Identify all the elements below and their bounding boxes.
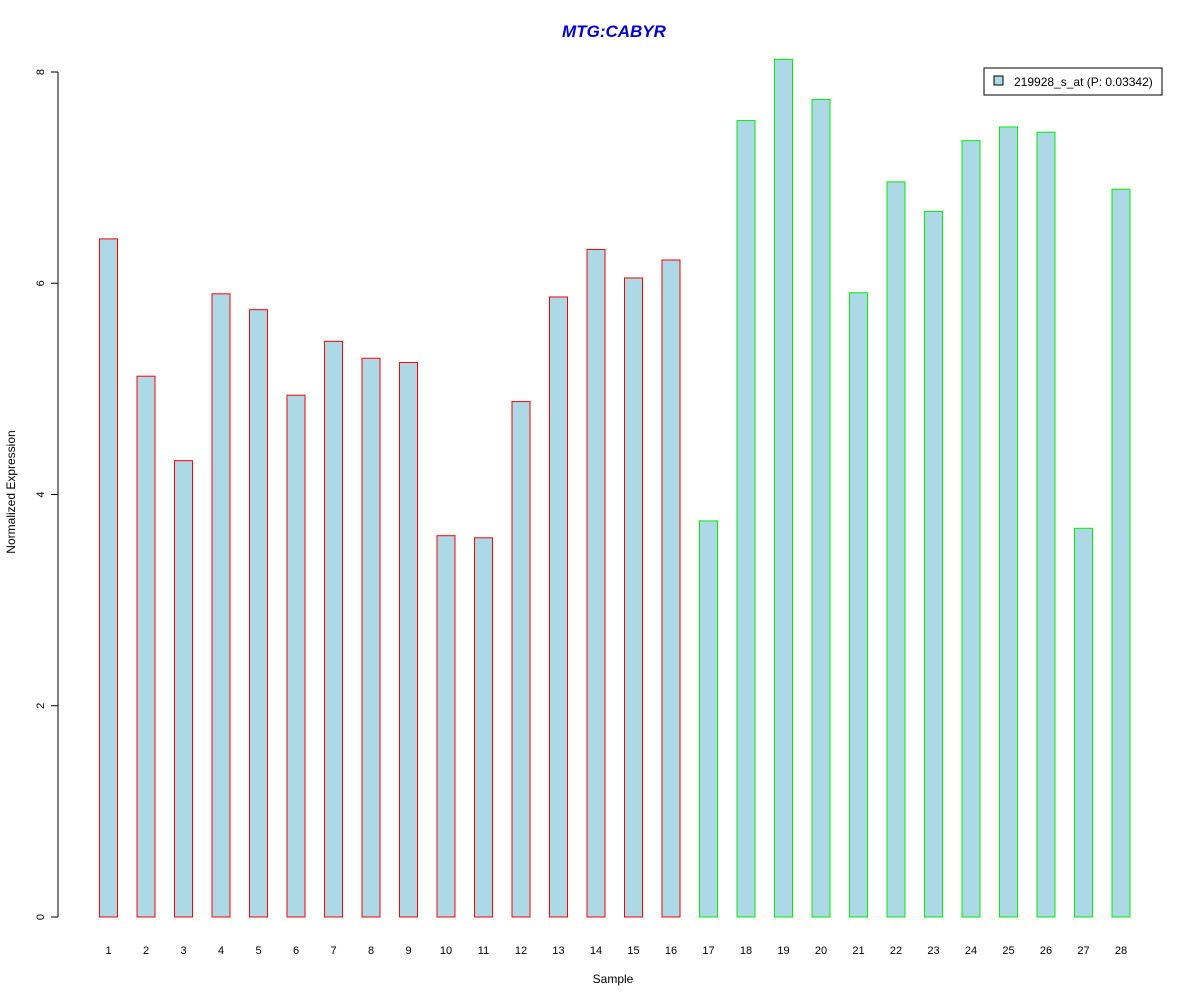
x-tick-label: 17: [702, 945, 714, 957]
x-tick-label: 2: [143, 945, 149, 957]
bar-sample-14: [586, 248, 606, 918]
bar-sample-6: [286, 394, 306, 918]
bar-sample-7: [324, 340, 343, 918]
bar-sample-4: [211, 293, 231, 918]
x-tick-label: 6: [293, 945, 299, 957]
y-tick-label: 2: [35, 703, 47, 709]
x-tick-labels: 1 2 3 4 5 6 7 8 9 10 11 12 13 14 15 16 17 18 19 20 21 22 23 24 2…: [105, 945, 1127, 957]
bar-sample-11: [474, 537, 493, 918]
legend-label: 219928_s_at (P: 0.03342): [1014, 75, 1153, 89]
y-tick-label: 6: [35, 280, 47, 286]
bar-sample-1: [99, 238, 118, 918]
x-tick-label: 21: [852, 945, 864, 957]
x-tick-label: 19: [777, 945, 789, 957]
legend-box: [983, 67, 1163, 96]
x-tick-label: 7: [330, 945, 336, 957]
x-tick-label: 8: [368, 945, 374, 957]
x-tick-label: 18: [740, 945, 752, 957]
x-tick-label: 22: [890, 945, 902, 957]
bar-sample-12: [511, 401, 531, 918]
bar-sample-15: [624, 277, 643, 918]
bar-sample-23: [924, 210, 943, 918]
bar-sample-19: [774, 58, 793, 918]
bar-sample-21: [849, 292, 868, 918]
x-tick-label: 24: [965, 945, 977, 957]
x-tick-label: 23: [927, 945, 939, 957]
y-axis-label: Normalized Expression: [4, 430, 18, 553]
chart-title: MTG:CABYR: [562, 22, 667, 41]
legend-swatch: [993, 75, 1004, 86]
x-tick-label: 20: [815, 945, 827, 957]
bar-sample-2: [136, 375, 156, 918]
bar-sample-27: [1074, 527, 1093, 918]
bars-group: [99, 58, 1131, 918]
y-tick-label: 8: [35, 69, 47, 75]
x-tick-label: 27: [1077, 945, 1089, 957]
x-tick-label: 3: [180, 945, 186, 957]
x-tick-label: 1: [105, 945, 111, 957]
bar-sample-16: [661, 259, 681, 918]
x-tick-label: 4: [218, 945, 224, 957]
x-tick-label: 16: [665, 945, 677, 957]
bar-sample-18: [736, 120, 756, 918]
y-axis: 0 2 4 6 8: [35, 69, 59, 920]
bar-sample-3: [174, 460, 193, 918]
bar-sample-8: [361, 357, 381, 918]
x-tick-label: 15: [627, 945, 639, 957]
x-tick-label: 10: [440, 945, 452, 957]
y-tick-label: 4: [35, 491, 47, 497]
x-tick-label: 12: [515, 945, 527, 957]
x-tick-label: 9: [405, 945, 411, 957]
x-axis-label: Sample: [593, 972, 634, 986]
x-tick-label: 26: [1040, 945, 1052, 957]
bar-sample-24: [961, 140, 981, 918]
bar-sample-17: [699, 520, 718, 918]
bar-sample-26: [1036, 131, 1056, 918]
y-tick-label: 0: [35, 914, 47, 920]
x-tick-label: 25: [1002, 945, 1014, 957]
bar-sample-20: [811, 98, 831, 918]
legend: 219928_s_at (P: 0.03342): [983, 67, 1163, 96]
x-tick-label: 13: [552, 945, 564, 957]
bar-sample-22: [886, 181, 906, 918]
bar-sample-10: [436, 535, 456, 918]
x-tick-label: 28: [1115, 945, 1127, 957]
x-tick-label: 11: [478, 945, 489, 957]
bar-sample-9: [399, 361, 418, 918]
bar-sample-5: [249, 309, 268, 918]
bar-sample-25: [999, 126, 1018, 918]
x-tick-label: 5: [255, 945, 261, 957]
x-tick-label: 14: [590, 945, 602, 957]
bar-sample-28: [1111, 188, 1131, 918]
bar-sample-13: [549, 296, 568, 918]
